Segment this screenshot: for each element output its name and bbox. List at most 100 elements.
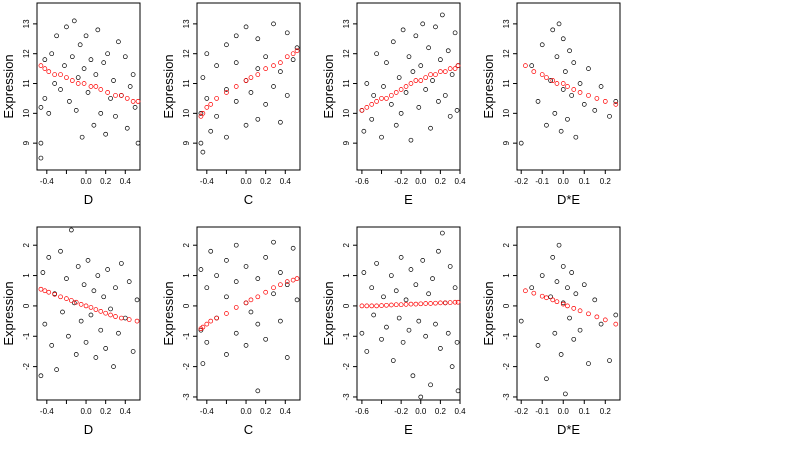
y-tick-label: 12 [182,49,191,58]
y-tick-label: 1 [22,273,31,278]
observed-point [294,297,300,303]
observed-point [91,288,97,294]
observed-point [290,57,296,63]
observed-point [284,93,290,98]
observed-point [410,373,416,379]
observed-point [83,33,89,39]
fitted-point [263,66,269,71]
fitted-point [433,300,438,306]
observed-point [204,285,210,291]
observed-point [408,267,414,272]
observed-point [410,69,416,74]
y-axis-label: Expression [1,54,16,118]
observed-point [398,110,404,116]
observed-point [248,309,254,315]
y-tick-label: 12 [342,49,351,58]
fitted-point [577,308,583,314]
observed-point [224,352,229,357]
fitted-point [233,305,239,310]
fitted-point [108,312,113,318]
x-tick-label: 0.0 [415,407,427,416]
panel-top-e: -0.6 -0.2 0.0 0.2 0.4 9 10 11 12 13 E Expression [321,2,466,207]
y-tick-label: 10 [182,108,191,117]
x-tick-label: 0.0 [80,407,92,416]
observed-point [243,24,249,30]
observed-point [255,66,261,71]
fitted-point [243,300,249,306]
fitted-point [38,63,44,68]
fitted-point [539,72,545,77]
y-tick-label: 2 [502,242,511,247]
observed-point [62,63,67,68]
fitted-point [271,63,276,68]
y-tick-label: -1 [342,332,351,340]
observed-point [550,255,556,260]
observed-point [233,33,239,39]
observed-point [369,116,375,122]
y-tick-label: 12 [22,49,31,58]
fitted-point [98,309,104,314]
observed-point [449,364,455,369]
observed-point [592,297,598,303]
observed-point [560,36,566,42]
observed-point [426,45,431,51]
observed-point [73,352,79,357]
fitted-point [103,310,109,316]
fitted-point [93,307,99,312]
x-tick-label: 0.2 [600,177,612,186]
observed-point [438,346,443,351]
y-tick-label: 0 [182,303,191,308]
observed-point [58,87,63,92]
observed-point [556,21,562,27]
observed-point [423,333,429,339]
observed-point [263,102,269,107]
x-axis-label: C [244,422,253,437]
observed-point [361,128,367,134]
observed-point [248,90,254,95]
fitted-point [442,300,448,306]
observed-point [433,321,438,327]
fitted-point [447,66,453,71]
observed-point [113,285,118,291]
observed-point [233,60,239,65]
observed-point [577,81,583,86]
observed-point [290,245,296,251]
observed-point [93,355,99,360]
plot-frame [356,2,461,171]
observed-point [126,279,132,284]
observed-point [571,60,577,65]
observed-point [569,270,575,275]
fitted-point [423,301,429,306]
observed-point [294,45,300,51]
observed-point [558,128,564,134]
fitted-point [73,299,79,305]
fitted-point [428,72,433,77]
x-tick-label: 0.2 [435,177,447,186]
observed-point [103,346,109,351]
x-tick-label: 0.2 [260,177,272,186]
observed-point [418,63,424,68]
fitted-point [68,298,74,303]
observed-point [83,339,89,345]
plot-frame [516,2,621,171]
observed-point [66,333,71,339]
fitted-point [388,302,394,308]
y-tick-label: 2 [22,242,31,247]
fitted-point [255,294,261,300]
observed-point [393,122,399,128]
x-tick-label: -0.6 [355,177,369,186]
observed-point [101,294,107,300]
observed-point [381,84,386,89]
fitted-point [278,282,283,288]
observed-point [200,361,206,366]
x-tick-label: 0.0 [415,177,427,186]
observed-point [406,327,412,333]
fitted-point [224,90,229,95]
observed-point [518,318,524,324]
observed-point [393,288,399,294]
fitted-point [42,288,48,294]
observed-point [445,48,451,54]
fitted-point [523,63,528,68]
x-tick-label: -0.1 [535,407,549,416]
observed-point [127,84,133,89]
